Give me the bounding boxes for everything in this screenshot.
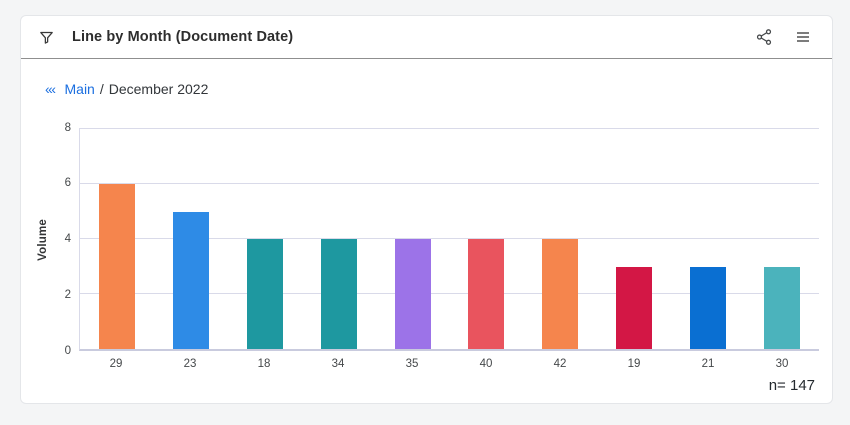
widget-header: Line by Month (Document Date): [21, 16, 832, 59]
bar-slot: [302, 129, 376, 349]
breadcrumb-link-main[interactable]: Main: [64, 81, 95, 97]
widget-title: Line by Month (Document Date): [72, 29, 294, 45]
y-axis-title: Volume: [37, 218, 49, 261]
bar-30[interactable]: [764, 266, 801, 349]
y-tick-label: 8: [64, 121, 71, 134]
bar-34[interactable]: [320, 239, 357, 349]
bar-slot: [671, 129, 745, 349]
bar-slot: [80, 129, 154, 349]
bar-35[interactable]: [394, 239, 431, 349]
x-tick-label: 23: [183, 358, 197, 370]
y-tick-label: 0: [64, 344, 71, 357]
x-tick-label: 34: [331, 358, 345, 370]
bar-slot: [597, 129, 671, 349]
x-tick-label: 30: [775, 358, 789, 370]
gridline: [80, 238, 819, 239]
share-icon[interactable]: [755, 28, 773, 46]
x-tick-label: 19: [627, 358, 641, 370]
bar-slot: [450, 129, 524, 349]
bar-29[interactable]: [98, 184, 135, 349]
bar-21[interactable]: [690, 266, 727, 349]
y-axis-ticks: 0 2 4 6 8: [51, 122, 71, 356]
bar-slot: [376, 129, 450, 349]
bar-40[interactable]: [468, 239, 505, 349]
bar-slot: [228, 129, 302, 349]
chart-widget-card: Line by Month (Document Date): [20, 15, 833, 404]
x-tick-label: 29: [109, 358, 123, 370]
bar-slot: [745, 129, 819, 349]
breadcrumb: ‹‹‹ Main / December 2022: [45, 77, 208, 101]
y-tick-label: 6: [64, 177, 71, 189]
y-tick-label: 2: [64, 288, 71, 301]
bar-18[interactable]: [246, 239, 283, 349]
x-labels-row: 29 23 18 34 35 40 42 19 21 30: [79, 358, 819, 370]
bar-42[interactable]: [542, 239, 579, 349]
bar-23[interactable]: [172, 211, 209, 349]
bar-slot: [523, 129, 597, 349]
breadcrumb-current: December 2022: [108, 81, 209, 97]
x-tick-label: 18: [257, 358, 271, 370]
x-tick-label: 40: [479, 358, 493, 370]
bars-row: [80, 129, 819, 349]
x-tick-label: 42: [553, 358, 567, 370]
menu-icon[interactable]: [794, 29, 812, 45]
x-tick-label: 21: [701, 358, 715, 370]
breadcrumb-separator: /: [99, 81, 104, 97]
x-tick-label: 35: [405, 358, 419, 370]
gridline: [80, 183, 819, 184]
collapse-breadcrumb-icon[interactable]: ‹‹‹: [45, 81, 56, 97]
bar-slot: [154, 129, 228, 349]
plot-area: [79, 128, 819, 351]
bar-19[interactable]: [616, 266, 653, 349]
y-tick-label: 4: [64, 232, 71, 245]
gridline: [80, 293, 819, 294]
header-actions: [755, 28, 812, 46]
sample-size-label: n= 147: [768, 377, 815, 394]
filter-icon[interactable]: [38, 29, 55, 46]
